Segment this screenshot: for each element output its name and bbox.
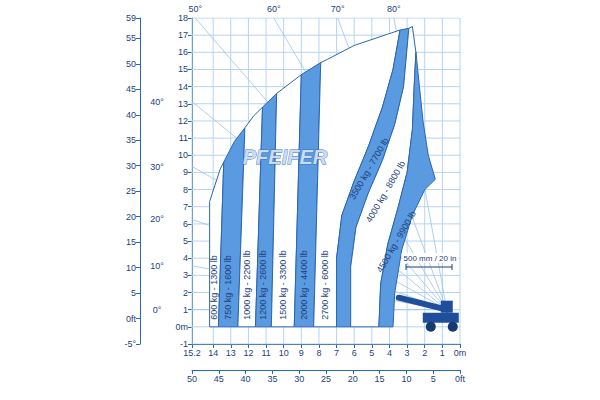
svg-text:1000 kg - 2200 lb: 1000 kg - 2200 lb: [242, 250, 252, 320]
svg-text:4000 kg - 8800 lb: 4000 kg - 8800 lb: [364, 159, 407, 224]
svg-text:60°: 60°: [267, 4, 281, 14]
svg-text:50: 50: [187, 374, 197, 384]
svg-text:15: 15: [178, 64, 188, 74]
svg-text:13: 13: [226, 348, 236, 358]
svg-text:0m: 0m: [175, 322, 188, 332]
svg-text:35: 35: [267, 374, 277, 384]
svg-text:7: 7: [334, 348, 339, 358]
svg-text:2: 2: [183, 288, 188, 298]
svg-text:50°: 50°: [188, 4, 202, 14]
svg-text:80°: 80°: [387, 4, 401, 14]
svg-text:1500 kg - 3300 lb: 1500 kg - 3300 lb: [278, 250, 288, 320]
svg-text:14: 14: [178, 82, 188, 92]
svg-text:20°: 20°: [150, 214, 164, 224]
svg-text:35: 35: [126, 135, 136, 145]
svg-text:40: 40: [241, 374, 251, 384]
svg-text:40°: 40°: [150, 97, 164, 107]
svg-text:50: 50: [126, 59, 136, 69]
svg-text:9: 9: [299, 348, 304, 358]
svg-text:12: 12: [178, 116, 188, 126]
svg-text:18: 18: [178, 13, 188, 23]
svg-text:15: 15: [126, 237, 136, 247]
svg-text:0°: 0°: [153, 305, 162, 315]
svg-text:3: 3: [183, 270, 188, 280]
svg-text:14: 14: [208, 348, 218, 358]
svg-text:40: 40: [126, 110, 136, 120]
svg-text:2: 2: [422, 348, 427, 358]
svg-text:6: 6: [183, 219, 188, 229]
svg-text:4500 kg - 9900 lb: 4500 kg - 9900 lb: [375, 209, 418, 274]
svg-text:0ft: 0ft: [126, 314, 137, 324]
svg-text:17: 17: [178, 30, 188, 40]
svg-text:7: 7: [183, 202, 188, 212]
svg-text:10: 10: [401, 374, 411, 384]
svg-text:10: 10: [178, 150, 188, 160]
svg-text:25: 25: [321, 374, 331, 384]
svg-text:13: 13: [178, 99, 188, 109]
svg-text:16: 16: [178, 47, 188, 57]
svg-text:2700 kg - 6000 lb: 2700 kg - 6000 lb: [320, 250, 330, 320]
svg-text:-5°: -5°: [124, 339, 136, 349]
svg-text:1200 kg - 2600 lb: 1200 kg - 2600 lb: [258, 250, 268, 320]
svg-text:20: 20: [126, 212, 136, 222]
svg-text:4: 4: [387, 348, 392, 358]
svg-text:0ft: 0ft: [455, 374, 466, 384]
svg-text:1: 1: [183, 305, 188, 315]
svg-text:5: 5: [131, 288, 136, 298]
svg-text:0m: 0m: [454, 348, 467, 358]
svg-text:10°: 10°: [150, 261, 164, 271]
svg-text:8: 8: [316, 348, 321, 358]
svg-text:20: 20: [348, 374, 358, 384]
svg-text:600 kg - 1300 lb: 600 kg - 1300 lb: [209, 255, 219, 320]
svg-text:500 mm / 20 in: 500 mm / 20 in: [404, 254, 457, 263]
svg-text:750 kg - 1600 lb: 750 kg - 1600 lb: [223, 255, 233, 320]
svg-text:30: 30: [126, 161, 136, 171]
svg-text:5: 5: [369, 348, 374, 358]
svg-text:4: 4: [183, 253, 188, 263]
svg-text:15: 15: [375, 374, 385, 384]
svg-text:25: 25: [126, 186, 136, 196]
svg-text:55: 55: [126, 33, 136, 43]
svg-text:3500 kg - 7700 lb: 3500 kg - 7700 lb: [347, 136, 391, 202]
svg-text:45: 45: [126, 84, 136, 94]
svg-text:30: 30: [294, 374, 304, 384]
svg-text:10: 10: [126, 263, 136, 273]
svg-text:8: 8: [183, 185, 188, 195]
svg-text:9: 9: [183, 167, 188, 177]
svg-text:12: 12: [243, 348, 253, 358]
svg-text:10: 10: [279, 348, 289, 358]
svg-text:59: 59: [126, 13, 136, 23]
svg-text:11: 11: [179, 133, 188, 143]
svg-text:15.2: 15.2: [183, 348, 201, 358]
svg-text:3: 3: [405, 348, 410, 358]
svg-text:2000 kg - 4400 lb: 2000 kg - 4400 lb: [299, 250, 309, 320]
svg-text:11: 11: [261, 348, 270, 358]
svg-text:-1: -1: [180, 339, 188, 349]
svg-text:70°: 70°: [331, 4, 345, 14]
svg-text:30°: 30°: [150, 162, 164, 172]
svg-text:5: 5: [183, 236, 188, 246]
svg-text:1: 1: [440, 348, 445, 358]
svg-text:45: 45: [214, 374, 224, 384]
svg-text:5: 5: [431, 374, 436, 384]
svg-text:6: 6: [352, 348, 357, 358]
svg-text:PFEIFER: PFEIFER: [243, 146, 328, 168]
